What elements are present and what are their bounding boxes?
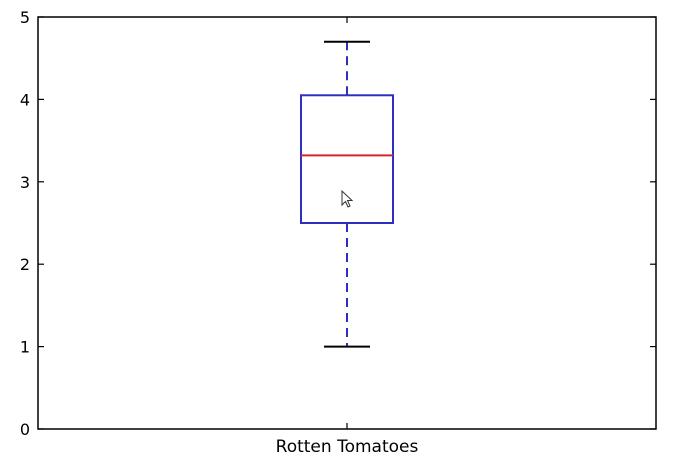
y-tick-label-1: 1 — [20, 338, 30, 357]
y-tick-label-3: 3 — [20, 173, 30, 192]
x-category-label-0: Rotten Tomatoes — [276, 437, 419, 457]
marks-layer — [300, 40, 394, 348]
labels-layer: 0 1 2 3 4 5 Rotten Tomatoes — [20, 8, 419, 457]
y-tick-label-0: 0 — [20, 420, 30, 439]
mouse-cursor-icon — [341, 189, 354, 208]
y-tick-label-2: 2 — [20, 255, 30, 274]
plot-frame — [37, 16, 657, 430]
y-tick-label-5: 5 — [20, 8, 30, 27]
iqr-box-0 — [300, 94, 394, 224]
y-tick-label-4: 4 — [20, 90, 30, 109]
